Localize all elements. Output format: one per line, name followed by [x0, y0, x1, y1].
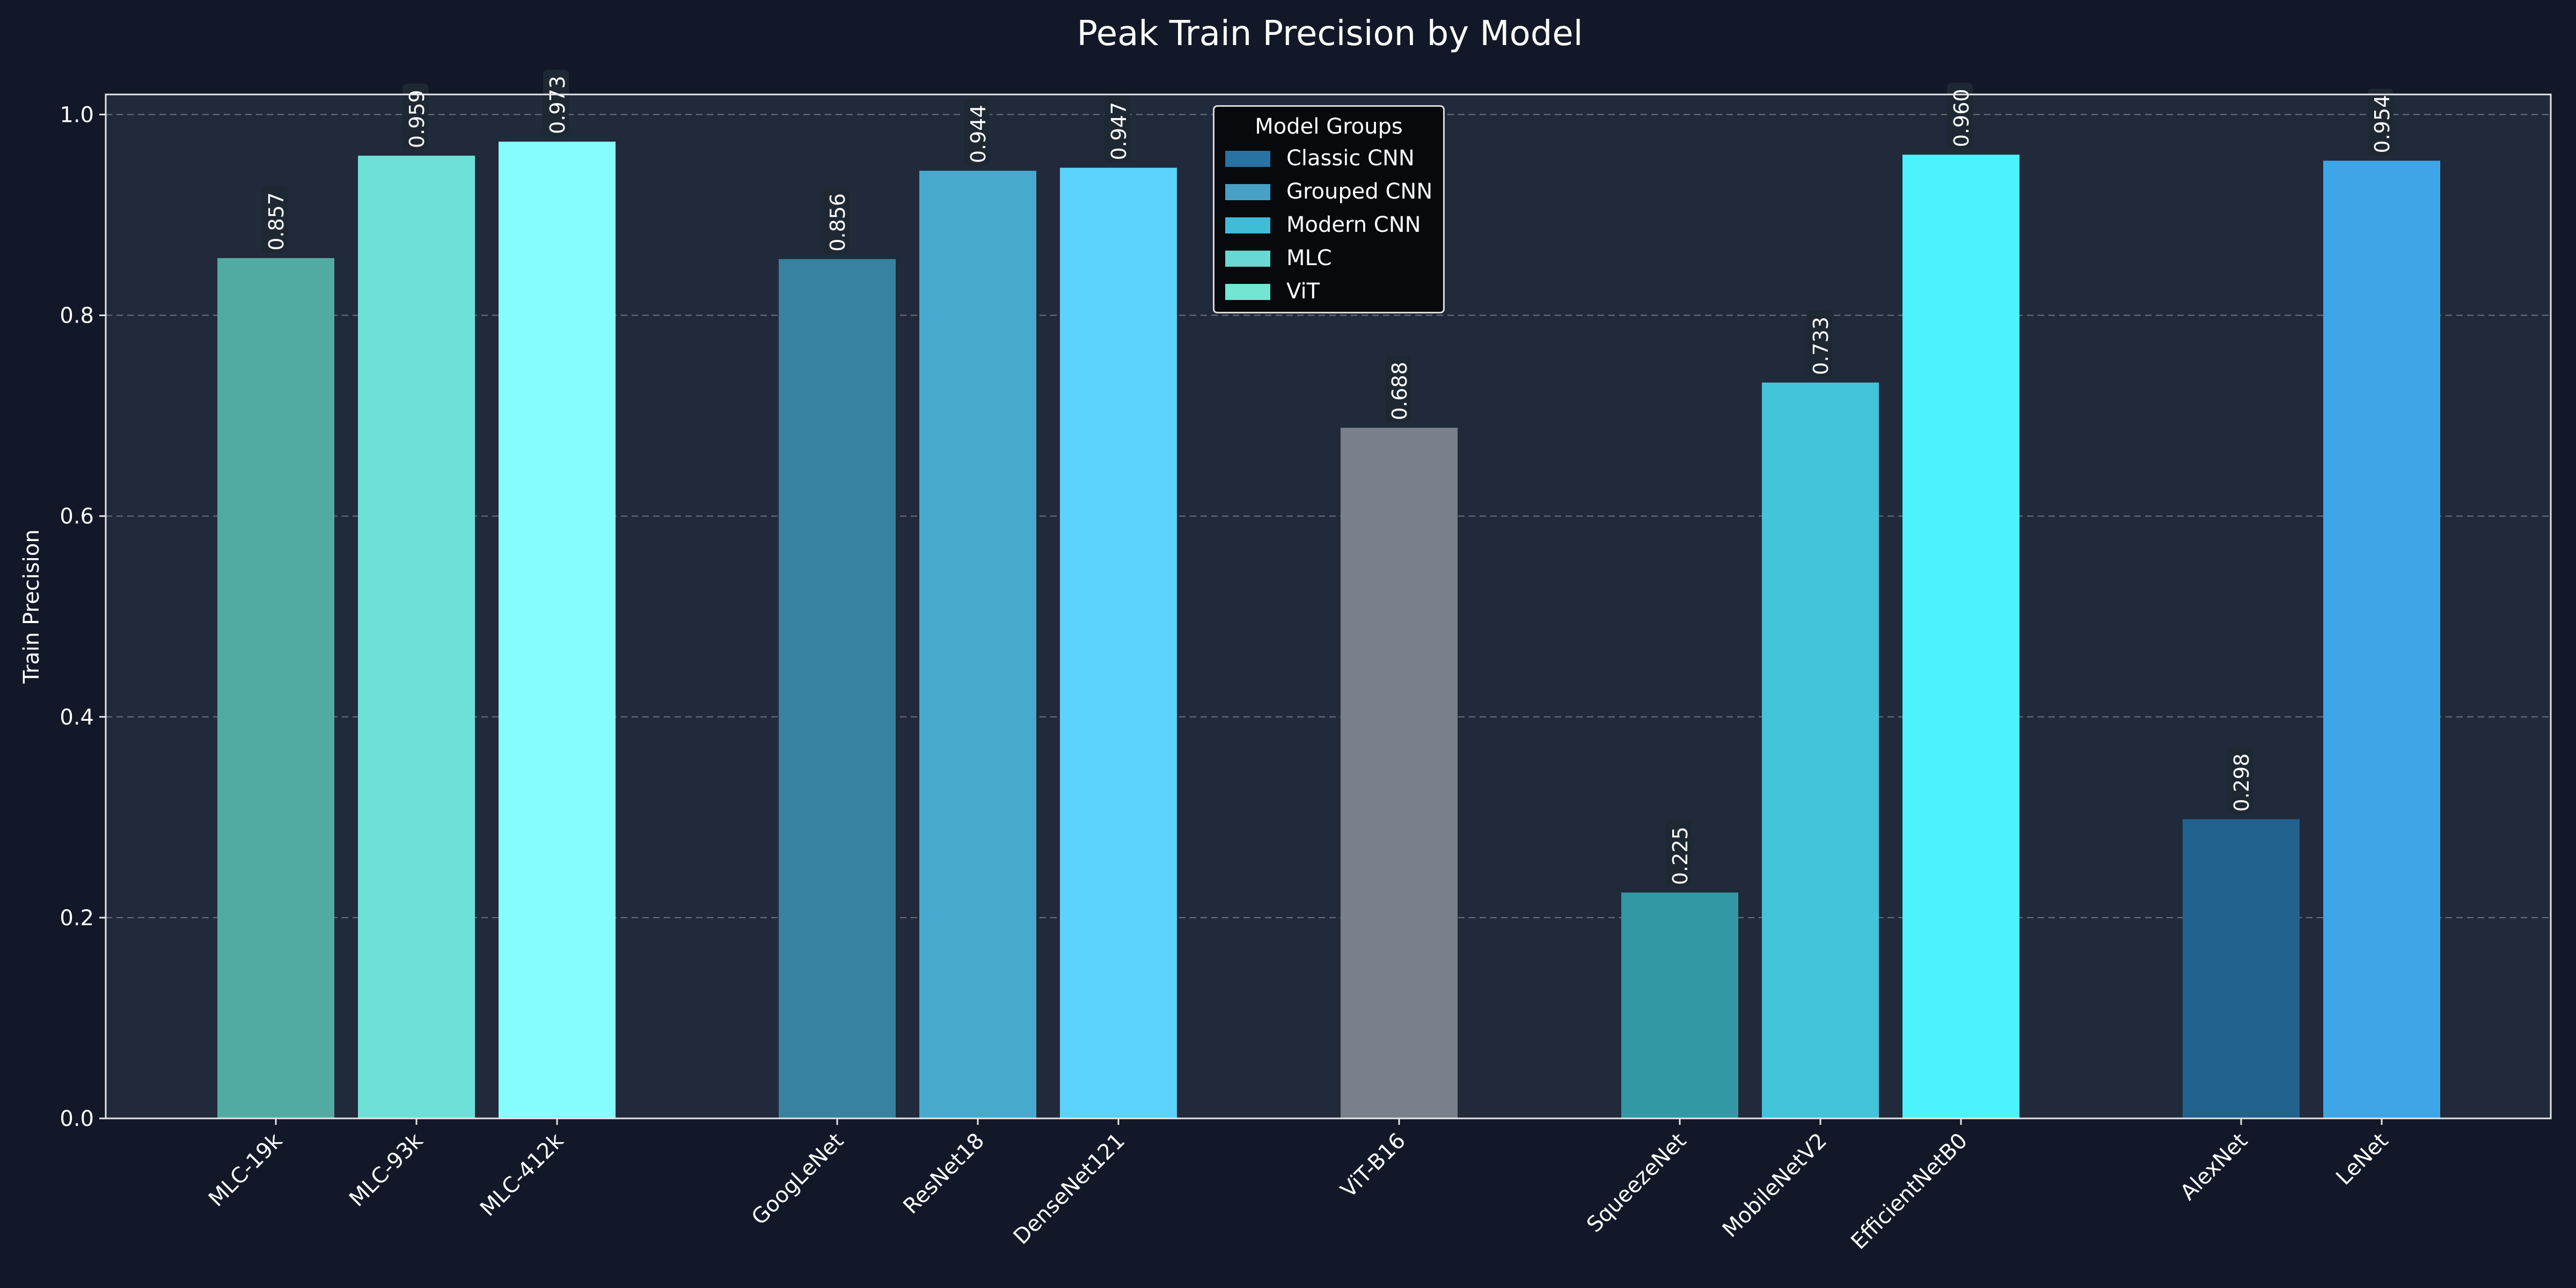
value-label-bg	[262, 186, 288, 253]
y-tick-label: 0.0	[60, 1107, 94, 1131]
bar-efficientnetb0	[1902, 155, 2019, 1118]
value-label-bg	[2368, 89, 2394, 156]
y-tick-label: 0.8	[60, 304, 94, 328]
bars	[217, 141, 2440, 1119]
value-label-bg	[1947, 83, 1973, 150]
x-tick-label: LeNet	[2331, 1129, 2393, 1190]
value-label: 0.733	[1809, 317, 1833, 375]
x-tick-label: ResNet18	[898, 1129, 989, 1219]
x-tick-label: SqueezeNet	[1582, 1129, 1691, 1238]
bar-densenet121	[1060, 167, 1177, 1118]
x-tick-label: GoogLeNet	[747, 1129, 848, 1230]
value-label-bg	[402, 84, 428, 151]
legend-label: MLC	[1286, 246, 1332, 270]
value-labels: 0.857 0.959 0.973 0.856 0.944 0.947 0.688 0.225…	[262, 69, 2394, 888]
value-label: 0.947	[1107, 102, 1131, 160]
legend-label: ViT	[1286, 279, 1320, 304]
value-label-bg	[543, 69, 569, 136]
plot-frame	[105, 93, 2552, 1119]
value-label-bg	[1104, 96, 1130, 163]
value-label: 0.954	[2370, 95, 2394, 153]
value-label-group: 0.688	[1385, 356, 1411, 423]
value-label-bg	[1806, 310, 1832, 377]
value-label-bg	[2227, 747, 2253, 814]
value-label-group: 0.973	[543, 69, 569, 136]
value-label: 0.959	[405, 90, 429, 148]
y-tick-label: 1.0	[60, 103, 94, 127]
legend-title: Model Groups	[1255, 114, 1403, 139]
value-label: 0.944	[967, 105, 990, 163]
legend: Model Groups Classic CNN Grouped CNN Mod…	[1213, 105, 1445, 313]
x-tick-label: EfficientNetB0	[1846, 1129, 1972, 1255]
bar-googlenet	[779, 259, 896, 1118]
x-tick-label: DenseNet121	[1009, 1129, 1130, 1249]
bar-alexnet	[2183, 819, 2300, 1118]
value-label-group: 0.954	[2368, 89, 2394, 156]
value-label-group: 0.959	[402, 84, 429, 151]
legend-item-mlc: MLC	[1225, 244, 1440, 270]
legend-swatch	[1225, 151, 1270, 167]
legend-item-modern-cnn: Modern CNN	[1225, 211, 1440, 237]
legend-swatch	[1225, 251, 1270, 267]
chart-title: Peak Train Precision by Model	[1077, 14, 1583, 54]
value-label: 0.973	[546, 76, 569, 134]
bar-resnet18	[919, 171, 1036, 1119]
y-axis-label: Train Precision	[19, 529, 44, 684]
value-label-group: 0.225	[1666, 821, 1692, 888]
value-label: 0.856	[826, 193, 850, 252]
x-tick-label: MLC-412k	[475, 1128, 569, 1221]
value-label-group: 0.944	[964, 99, 990, 166]
value-label-group: 0.960	[1947, 83, 1973, 150]
legend-swatch	[1225, 184, 1270, 200]
x-axis: MLC-19k MLC-93k MLC-412k GoogLeNet ResNet18 D…	[204, 1118, 2393, 1254]
value-label-bg	[1385, 356, 1411, 423]
legend-label: Grouped CNN	[1286, 179, 1433, 204]
bar-vit-b16	[1341, 428, 1458, 1118]
value-label: 0.688	[1388, 362, 1411, 420]
y-tick-label: 0.4	[60, 705, 94, 730]
value-label-bg	[823, 187, 849, 254]
value-label: 0.960	[1950, 89, 1973, 147]
legend-item-vit: ViT	[1225, 277, 1440, 304]
value-label-bg	[1666, 821, 1692, 888]
value-label-group: 0.298	[2227, 747, 2253, 814]
x-tick-label: MobileNetV2	[1718, 1129, 1832, 1242]
value-label-group: 0.733	[1806, 310, 1833, 377]
x-tick-label: MLC-19k	[204, 1128, 288, 1212]
bar-lenet	[2323, 160, 2440, 1118]
x-tick-label: MLC-93k	[345, 1128, 428, 1212]
bar-mlc-412k	[499, 141, 616, 1119]
value-label-group: 0.857	[262, 186, 288, 253]
legend-label: Modern CNN	[1286, 213, 1421, 237]
value-label-group: 0.856	[823, 187, 850, 254]
x-tick-label: ViT-B16	[1336, 1129, 1410, 1203]
bar-mlc-93k	[358, 156, 475, 1118]
value-label-group: 0.947	[1104, 96, 1131, 163]
value-label-bg	[964, 99, 990, 166]
bar-mobilenetv2	[1762, 382, 1879, 1118]
value-label: 0.857	[265, 192, 288, 251]
legend-swatch	[1225, 284, 1270, 300]
bar-squeezenet	[1621, 892, 1738, 1118]
value-label: 0.225	[1668, 826, 1692, 885]
legend-label: Classic CNN	[1286, 146, 1415, 171]
value-label: 0.298	[2230, 753, 2253, 812]
bar-mlc-19k	[217, 258, 334, 1118]
y-tick-label: 0.6	[60, 504, 94, 529]
y-tick-label: 0.2	[60, 906, 94, 931]
legend-swatch	[1225, 217, 1270, 233]
legend-item-grouped-cnn: Grouped CNN	[1225, 178, 1440, 204]
y-axis: 0.0 0.2 0.4 0.6 0.8 1.0	[60, 103, 106, 1131]
legend-item-classic-cnn: Classic CNN	[1225, 144, 1440, 171]
x-tick-label: AlexNet	[2176, 1129, 2252, 1205]
